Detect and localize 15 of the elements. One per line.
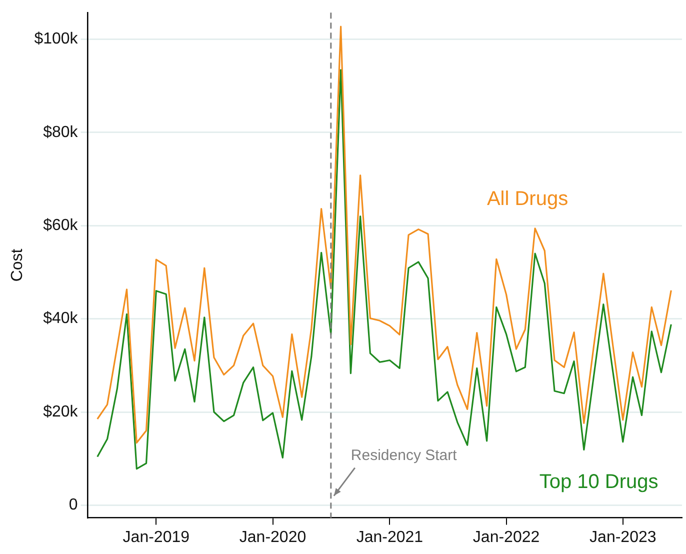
y-tick-label: $40k — [43, 310, 79, 328]
x-tick-label: Jan-2020 — [239, 528, 306, 546]
y-tick-label: $60k — [43, 216, 79, 234]
y-tick-label: $80k — [43, 124, 79, 141]
x-tick-label: Jan-2021 — [356, 528, 424, 546]
y-tick-label: $20k — [43, 403, 79, 420]
x-tick-label: Jan-2019 — [122, 528, 190, 546]
series-label: Top 10 Drugs — [539, 470, 658, 493]
x-tick-label: Jan-2022 — [472, 528, 540, 546]
y-axis-title: Cost — [9, 248, 26, 282]
y-tick-label: $100k — [34, 30, 79, 48]
x-tick-label: Jan-2023 — [590, 528, 656, 546]
series-label: All Drugs — [486, 188, 568, 210]
y-tick-label: 0 — [68, 496, 78, 514]
ref-line-label: Residency Start — [350, 446, 458, 464]
